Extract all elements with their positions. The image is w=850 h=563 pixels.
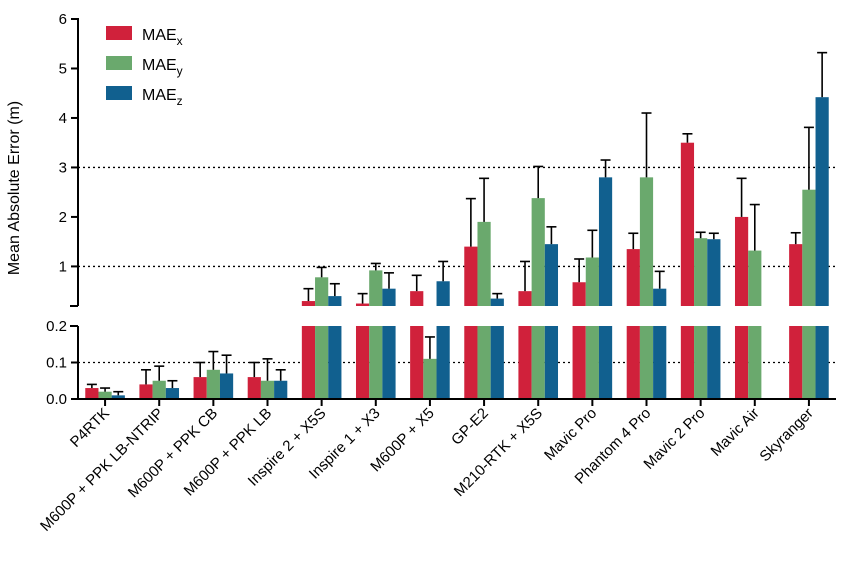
bar-lower-part xyxy=(382,326,396,399)
bar xyxy=(410,291,424,306)
bar-lower-part xyxy=(598,326,613,399)
bar xyxy=(531,198,545,306)
bar xyxy=(544,244,559,306)
bar xyxy=(85,388,99,399)
bar-lower-part xyxy=(315,326,329,399)
bar-lower-part xyxy=(355,326,370,399)
y-tick-label: 4 xyxy=(59,110,67,127)
y-axis-label: Mean Absolute Error (m) xyxy=(6,101,23,275)
legend-label: MAEx xyxy=(142,27,183,48)
bar xyxy=(111,395,125,399)
bar xyxy=(694,238,708,306)
legend-subscript: x xyxy=(177,34,183,48)
y-tick-label: 0.0 xyxy=(46,391,67,408)
y-tick-label: 1 xyxy=(59,258,67,275)
legend: MAEx MAEy MAEz xyxy=(106,26,183,108)
bar xyxy=(815,97,829,306)
bar xyxy=(436,281,450,306)
bar xyxy=(274,380,288,399)
bar-lower-part xyxy=(531,326,545,399)
bar xyxy=(802,189,816,306)
bar xyxy=(328,296,342,306)
bar-lower-part xyxy=(369,326,383,399)
bar-lower-part xyxy=(639,326,654,399)
bar-lower-part xyxy=(653,326,667,399)
bar xyxy=(260,380,275,399)
bar-lower-part xyxy=(789,326,803,399)
bar-lower-part xyxy=(544,326,559,399)
bar xyxy=(423,358,437,399)
legend-subscript: y xyxy=(177,64,183,78)
legend-label: MAEz xyxy=(142,87,183,108)
bar-lower-part xyxy=(734,326,749,399)
bar-lower-part xyxy=(328,326,342,399)
bar xyxy=(382,288,396,306)
bar xyxy=(193,377,207,399)
bar-lower-part xyxy=(477,326,491,399)
y-tick-label: 3 xyxy=(59,159,67,176)
y-tick-label: 2 xyxy=(59,209,67,226)
bar-lower-part xyxy=(436,326,450,399)
bar-lower-part xyxy=(748,326,762,399)
bars xyxy=(85,97,829,399)
bar-lower-part xyxy=(815,326,829,399)
y-tick-label: 5 xyxy=(59,60,67,77)
legend-label: MAEy xyxy=(142,57,183,78)
bar xyxy=(490,298,504,306)
bar xyxy=(789,244,803,306)
bar xyxy=(301,301,316,306)
y-tick-label: 0.2 xyxy=(46,318,67,335)
bar xyxy=(748,250,762,306)
bar-lower-part xyxy=(707,326,721,399)
y-tick-label: 6 xyxy=(59,11,67,28)
bar-lower-part xyxy=(490,326,504,399)
bar xyxy=(139,384,153,399)
legend-swatch xyxy=(106,26,132,40)
bar xyxy=(152,380,166,399)
bar-lower-part xyxy=(802,326,816,399)
reference-lines xyxy=(78,166,836,364)
bar xyxy=(219,373,234,399)
bar xyxy=(518,291,532,306)
bar xyxy=(639,177,654,306)
bar xyxy=(369,270,383,306)
bar xyxy=(464,246,478,306)
bar xyxy=(734,216,749,306)
bar-lower-part xyxy=(518,326,532,399)
bar xyxy=(247,377,261,399)
x-tick-label: Skyranger xyxy=(756,405,816,465)
bar xyxy=(707,239,721,306)
bar xyxy=(598,177,613,306)
bar-lower-part xyxy=(694,326,708,399)
bar-lower-part xyxy=(410,326,424,399)
legend-swatch xyxy=(106,56,132,70)
error-bars xyxy=(86,51,828,396)
x-tick-label: Mavic Air xyxy=(708,405,763,460)
bar xyxy=(653,288,667,306)
bar-lower-part xyxy=(626,326,640,399)
bar xyxy=(315,277,329,306)
bar xyxy=(165,388,180,399)
legend-swatch xyxy=(106,86,132,100)
bar-lower-part xyxy=(301,326,316,399)
y-tick-label: 0.1 xyxy=(46,355,67,372)
bar xyxy=(680,142,695,306)
bar xyxy=(626,249,640,306)
bar-lower-part xyxy=(464,326,478,399)
x-tick-label: P4RTK xyxy=(67,405,113,451)
bar xyxy=(477,221,491,306)
bar-lower-part xyxy=(585,326,599,399)
legend-subscript: z xyxy=(177,94,183,108)
bar xyxy=(572,282,586,306)
bar xyxy=(585,257,599,306)
x-tick-label: GP-E2 xyxy=(448,405,492,449)
bar-lower-part xyxy=(572,326,586,399)
bar-lower-part xyxy=(680,326,695,399)
bar xyxy=(98,391,112,399)
bar xyxy=(206,369,220,399)
bar xyxy=(355,303,370,306)
